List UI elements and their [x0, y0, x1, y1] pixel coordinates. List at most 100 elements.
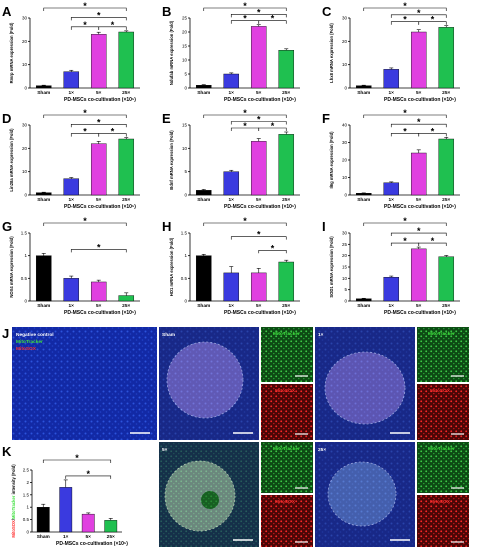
category-label: 25×	[282, 303, 290, 309]
bar-Sham	[355, 193, 372, 196]
y-tick-label: 10	[342, 175, 348, 180]
bar-Sham	[195, 84, 212, 89]
x1-mitosox-texture	[417, 384, 469, 440]
significance-star: *	[403, 216, 407, 226]
y-tick-label: 0	[344, 86, 347, 91]
chart-b: B 0 5 10 15 20 25 Ndufab mRNA expression (Fold)…	[162, 1, 300, 103]
x5-mitosox-texture	[261, 495, 313, 547]
x25-mitotracker-label: MitoTracker	[428, 446, 455, 452]
x25-label: 25×	[318, 447, 326, 453]
category-label: Sham	[197, 303, 210, 309]
y-tick-label: 10	[342, 276, 348, 281]
significance-star: *	[257, 230, 261, 240]
y-axis-label: Bdnf mRNA expression (Fold)	[169, 130, 174, 190]
significance-bracket	[418, 21, 447, 25]
significance-star: *	[257, 115, 261, 125]
significance-star: *	[86, 469, 90, 479]
bar-Sham	[35, 192, 52, 196]
category-label: 25×	[442, 303, 450, 309]
x25-mitosox-texture	[417, 495, 469, 547]
significance-star: *	[243, 108, 247, 118]
significance-star: *	[243, 14, 247, 24]
category-label: 25×	[107, 534, 115, 540]
chart-g: G 0 0.5 1 1.5 NOX4 mRNA expression (Fold) Sham…	[2, 216, 140, 316]
x-axis-label: PD-MSCs co-cultivation (×10⁵)	[384, 97, 456, 103]
significance-star: *	[83, 1, 87, 11]
significance-bracket	[230, 236, 287, 240]
category-label: 1×	[229, 90, 235, 96]
bar-5×	[90, 34, 107, 89]
panel-label-g: G	[2, 219, 12, 234]
bar-Sham	[36, 506, 50, 533]
category-label: 1×	[69, 197, 75, 203]
bar-5×	[250, 141, 267, 196]
y-tick-label: 5	[344, 287, 347, 292]
sham-mitotracker-texture	[261, 327, 313, 382]
bar-25×	[278, 50, 295, 89]
y-axis-label: Lin28a mRNA expression (Fold)	[9, 128, 14, 192]
panel-label-i: I	[322, 219, 326, 234]
significance-star: *	[243, 216, 247, 226]
significance-bracket	[70, 249, 127, 253]
category-label: Sham	[37, 534, 50, 540]
panel-label-f: F	[322, 111, 330, 126]
y-axis-label: HO1 mRNA expression (Fold)	[169, 237, 174, 296]
bar-1×	[59, 487, 73, 533]
significance-bracket	[203, 222, 287, 226]
y-axis-label-part: MitoTracker	[11, 495, 16, 519]
category-label: 5×	[96, 197, 102, 203]
significance-bracket	[43, 222, 127, 226]
bar-1×	[63, 278, 80, 302]
bar-5×	[410, 248, 427, 302]
bar-5×	[410, 152, 427, 196]
y-tick-label: 20	[342, 158, 348, 163]
y-tick-label: 0.5	[181, 276, 188, 281]
bar-1×	[223, 73, 240, 89]
x5-texture	[159, 442, 259, 547]
category-label: 1×	[389, 90, 395, 96]
significance-star: *	[97, 242, 101, 252]
significance-bracket	[363, 114, 447, 118]
x25-mitotracker-texture	[417, 442, 469, 493]
category-label: 5×	[96, 303, 102, 309]
significance-star: *	[431, 15, 435, 25]
y-tick-label: 20	[342, 39, 348, 44]
significance-bracket	[390, 232, 447, 237]
x-axis-label: PD-MSCs co-cultivation (×10⁵)	[224, 310, 296, 316]
significance-bracket	[418, 133, 447, 137]
x1-mitosox-label: MitoSOX	[430, 388, 451, 394]
bar-Sham	[355, 85, 372, 89]
category-label: 1×	[229, 197, 235, 203]
x-axis-label: PD-MSCs co-cultivation (×10⁵)	[64, 97, 136, 103]
significance-bracket	[98, 26, 127, 30]
significance-star: *	[403, 1, 407, 11]
category-label: Sham	[357, 303, 370, 309]
significance-star: *	[243, 1, 247, 11]
category-label: Sham	[357, 90, 370, 96]
significance-star: *	[431, 236, 435, 246]
neg-label-mitosox: MitoSOX	[16, 346, 37, 352]
significance-star: *	[75, 453, 79, 463]
significance-bracket	[43, 7, 127, 11]
category-label: 5×	[416, 303, 422, 309]
chart-i: I 0 5 10 15 20 25 30 SOD1 mRNA expression (Fold)…	[322, 216, 460, 316]
significance-star: *	[403, 236, 407, 246]
x5-label: 5×	[162, 447, 168, 453]
y-axis-label: Ndufab mRNA expression (Fold)	[169, 20, 174, 85]
chart-d: D 0 10 20 30 Lin28a mRNA expression (Fold) Sha…	[2, 108, 140, 210]
category-label: Sham	[37, 197, 50, 203]
category-label: 1×	[63, 534, 69, 540]
significance-bracket	[43, 114, 127, 118]
bar-5×	[90, 143, 107, 196]
y-tick-label: 20	[22, 39, 28, 44]
y-tick-label: 40	[342, 123, 348, 128]
significance-star: *	[417, 8, 421, 18]
y-tick-label: 5	[184, 72, 187, 77]
significance-bracket	[258, 127, 287, 131]
y-tick-label: 30	[342, 231, 348, 236]
bar-25×	[118, 295, 135, 302]
category-label: Sham	[37, 303, 50, 309]
significance-star: *	[271, 243, 275, 253]
neg-label-title: Negative control	[16, 332, 54, 338]
